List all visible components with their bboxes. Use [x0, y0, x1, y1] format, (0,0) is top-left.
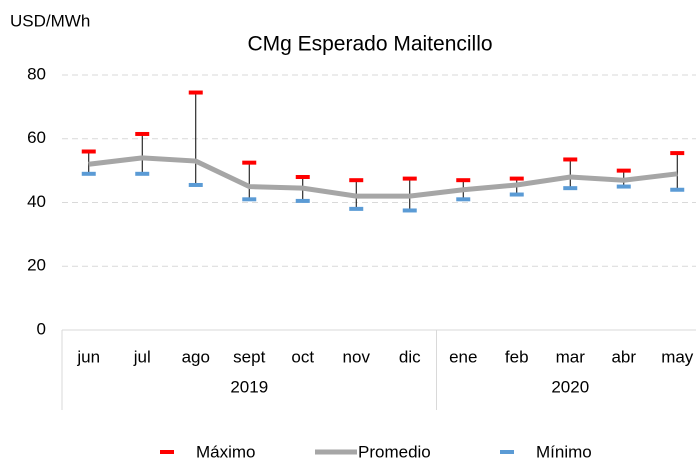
- series-line: [88, 155, 678, 199]
- x-tick-label: nov: [343, 347, 371, 366]
- y-tick-label: 0: [37, 319, 46, 338]
- x-tick-label: jun: [76, 347, 100, 366]
- x-tick-label: jul: [133, 347, 151, 366]
- y-tick-label: 60: [27, 128, 46, 147]
- x-tick-label: sept: [233, 347, 265, 366]
- group-label: 2020: [551, 377, 589, 396]
- legend-label: Promedio: [358, 442, 431, 461]
- x-tick-label: ago: [182, 347, 210, 366]
- x-tick-label: mar: [556, 347, 586, 366]
- y-tick-label: 40: [27, 192, 46, 211]
- x-tick-label: feb: [505, 347, 529, 366]
- legend-label: Mínimo: [536, 442, 592, 461]
- y-axis-label: USD/MWh: [10, 11, 90, 30]
- group-label: 2019: [230, 377, 268, 396]
- x-tick-label: dic: [399, 347, 421, 366]
- x-tick-label: oct: [291, 347, 314, 366]
- y-tick-label: 80: [27, 64, 46, 83]
- y-tick-label: 20: [27, 256, 46, 275]
- chart-title: CMg Esperado Maitencillo: [247, 33, 492, 56]
- x-tick-label: abr: [611, 347, 636, 366]
- x-tick-label: ene: [449, 347, 477, 366]
- x-tick-label: may: [661, 347, 694, 366]
- legend-label: Máximo: [196, 442, 256, 461]
